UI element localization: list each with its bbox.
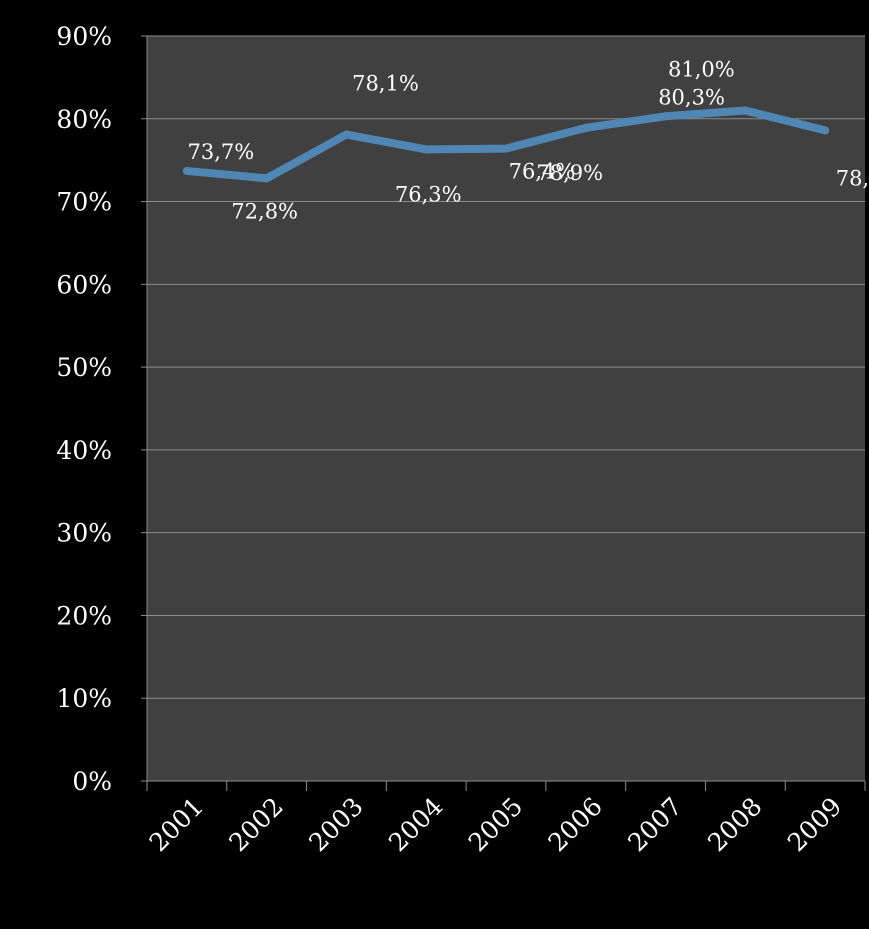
data-point — [262, 174, 271, 183]
data-point — [741, 106, 750, 115]
data-label: 76,3% — [395, 182, 462, 206]
data-point — [342, 130, 351, 139]
x-tick-label: 2002 — [223, 792, 288, 857]
data-label: 78,9% — [536, 161, 603, 185]
data-label: 81,0% — [668, 58, 735, 82]
x-tick-label: 2009 — [782, 792, 847, 857]
x-tick-label: 2008 — [702, 792, 767, 857]
x-tick-label: 2004 — [383, 792, 448, 857]
data-label: 72,8% — [231, 199, 298, 223]
data-label: 78,1% — [352, 72, 419, 96]
data-label: 73,7% — [188, 140, 255, 164]
data-point — [502, 144, 510, 153]
data-point — [182, 166, 191, 175]
y-tick-label: 10% — [56, 684, 112, 713]
x-tick-label: 2006 — [543, 792, 608, 857]
y-tick-label: 80% — [56, 105, 112, 134]
y-tick-label: 70% — [56, 188, 112, 217]
y-tick-label: 20% — [56, 601, 112, 630]
y-tick-label: 60% — [56, 270, 112, 299]
plot-area — [147, 36, 865, 781]
data-label: 80,3% — [658, 85, 725, 109]
y-tick-label: 30% — [56, 519, 112, 548]
data-label: 78,6% — [836, 166, 869, 190]
data-point — [821, 126, 830, 135]
x-tick-label: 2007 — [622, 792, 687, 857]
data-point — [581, 123, 590, 132]
data-point — [422, 145, 431, 154]
data-label: 76,4% — [509, 160, 576, 184]
y-tick-label: 40% — [56, 436, 112, 465]
y-tick-label: 90% — [56, 22, 112, 51]
y-tick-label: 0% — [72, 767, 112, 796]
x-tick-label: 2005 — [463, 792, 528, 857]
y-tick-label: 50% — [56, 353, 112, 382]
x-tick-label: 2003 — [303, 792, 368, 857]
x-tick-label: 2001 — [144, 792, 209, 857]
data-point — [661, 112, 670, 121]
